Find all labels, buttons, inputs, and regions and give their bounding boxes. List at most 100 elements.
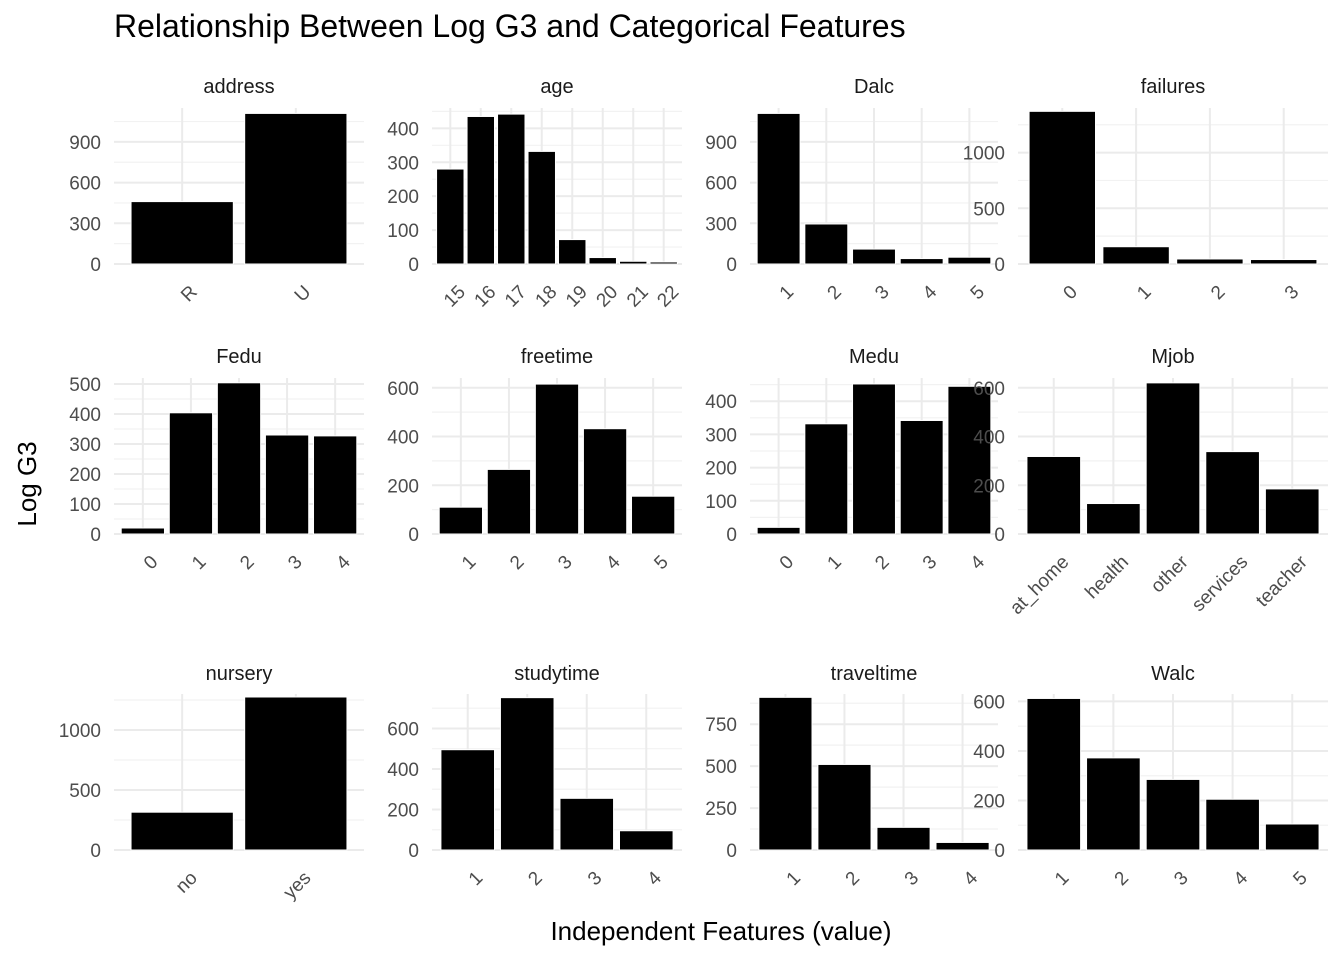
x-tick-label: 3: [871, 282, 893, 304]
panel-strip-label: nursery: [206, 663, 273, 685]
x-tick-label: 1: [783, 868, 805, 890]
bar-2: [216, 382, 262, 535]
bar-3: [1145, 778, 1201, 851]
x-tick-label: at_home: [1006, 552, 1073, 619]
bar-2: [817, 763, 872, 851]
x-tick-label: 2: [824, 282, 846, 304]
bar-2: [1086, 757, 1141, 851]
y-tick-label: 0: [408, 841, 419, 862]
x-axis-title: Independent Features (value): [550, 916, 891, 946]
bar-1: [758, 696, 813, 851]
y-tick-label: 0: [726, 525, 737, 546]
y-tick-label: 100: [69, 495, 101, 516]
x-tick-label: 0: [140, 552, 162, 574]
x-tick-label: 5: [650, 552, 672, 574]
x-tick-label: 1: [188, 552, 210, 574]
y-tick-label: 300: [69, 435, 101, 456]
x-tick-label: 22: [653, 282, 683, 312]
bar-5: [947, 256, 992, 265]
x-tick-label: 3: [1170, 868, 1192, 890]
y-tick-label: 300: [705, 425, 737, 446]
bar-3: [559, 797, 615, 851]
bar-15: [436, 168, 465, 265]
y-tick-label: 500: [69, 375, 101, 396]
bar-1: [756, 112, 801, 265]
bar-services: [1205, 451, 1260, 535]
x-tick-label: 2: [236, 552, 258, 574]
bar-2: [486, 468, 532, 535]
x-tick-label: 2: [506, 552, 528, 574]
panel-failures: 0 500 1000 0 1 2 3 failures: [963, 76, 1328, 304]
bar-3: [264, 434, 310, 535]
x-tick-label: services: [1188, 552, 1252, 616]
y-tick-label: 400: [705, 392, 737, 413]
panel-strip-label: traveltime: [831, 663, 918, 685]
bar-4: [619, 830, 674, 851]
x-tick-label: 1: [1133, 282, 1155, 304]
y-tick-label: 400: [387, 760, 419, 781]
y-tick-label: 200: [69, 465, 101, 486]
y-tick-label: 300: [387, 153, 419, 174]
bar-0: [756, 526, 801, 535]
y-tick-label: 400: [69, 405, 101, 426]
bar-no: [130, 811, 234, 851]
bar-1: [1102, 246, 1170, 265]
bar-4: [899, 258, 944, 265]
bar-1: [438, 506, 483, 535]
bar-0: [1028, 110, 1096, 265]
bar-2: [1176, 258, 1244, 265]
bar-teacher: [1264, 488, 1320, 535]
bar-1: [440, 749, 495, 851]
y-tick-label: 200: [973, 476, 1005, 497]
x-tick-label: teacher: [1252, 551, 1312, 611]
x-tick-label: 3: [284, 552, 306, 574]
panel-studytime: 0 200 400 600 1 2 3 4 studytime: [387, 663, 682, 890]
bar-health: [1086, 503, 1141, 535]
y-tick-label: 300: [705, 214, 737, 235]
panel-traveltime: 0 250 500 750 1 2 3 4 traveltime: [705, 663, 998, 890]
panel-dalc: 0 300 600 900 1 2 3 4 5 Dalc: [705, 76, 998, 304]
y-tick-label: 600: [387, 719, 419, 740]
x-tick-label: 0: [1060, 282, 1082, 304]
y-tick-label: 900: [705, 133, 737, 154]
y-tick-label: 1000: [59, 721, 101, 742]
x-tick-label: 5: [1289, 868, 1311, 890]
y-tick-label: 200: [705, 459, 737, 480]
y-tick-label: 100: [387, 221, 419, 242]
bar-19: [558, 239, 587, 265]
y-tick-label: 300: [69, 214, 101, 235]
y-tick-label: 600: [69, 174, 101, 195]
y-tick-label: 100: [705, 492, 737, 513]
bar-R: [130, 201, 234, 265]
panel-strip-label: Dalc: [854, 76, 894, 98]
panel-strip-label: failures: [1141, 76, 1205, 98]
y-tick-label: 600: [387, 379, 419, 400]
x-tick-label: 1: [824, 552, 846, 574]
y-tick-label: 200: [387, 476, 419, 497]
bar-4: [1205, 798, 1260, 851]
panel-strip-label: studytime: [514, 663, 600, 685]
panel-freetime: 0 200 400 600 1 2 3 4 5 freetime: [387, 346, 682, 574]
bar-17: [497, 113, 526, 265]
bar-3: [899, 419, 944, 535]
panel-medu: 0 100 200 300 400 0 1 2 3 4 Medu: [705, 346, 998, 574]
x-tick-label: U: [291, 282, 316, 307]
bar-2: [852, 383, 896, 535]
y-tick-label: 400: [973, 428, 1005, 449]
x-tick-label: 18: [532, 282, 562, 312]
bar-at_home: [1026, 455, 1082, 535]
x-tick-label: 19: [562, 282, 592, 312]
x-tick-label: 4: [644, 867, 667, 890]
x-tick-label: 15: [440, 282, 470, 312]
x-tick-label: 16: [471, 282, 501, 312]
x-tick-label: 4: [960, 867, 983, 890]
panel-strip-label: age: [540, 76, 573, 98]
y-tick-label: 500: [69, 781, 101, 802]
bar-3: [534, 383, 580, 535]
bar-0: [120, 527, 165, 535]
x-tick-label: 4: [602, 551, 625, 574]
x-tick-label: 4: [967, 551, 990, 574]
panel-strip-label: address: [203, 76, 274, 98]
x-tick-label: 2: [871, 552, 893, 574]
